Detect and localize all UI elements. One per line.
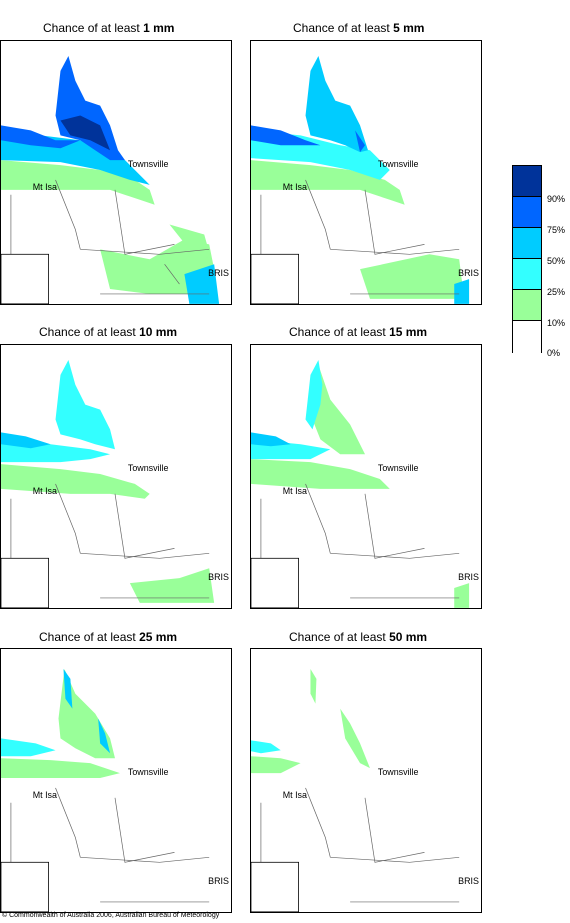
panel-title-10mm: Chance of at least 10 mm bbox=[39, 325, 178, 339]
map-25mm-svg: Townsville Mt Isa BRIS bbox=[1, 668, 229, 912]
label-townsville: Townsville bbox=[128, 767, 169, 777]
legend-swatch-25 bbox=[513, 259, 541, 290]
map-1mm: Townsville Mt Isa BRIS bbox=[0, 40, 232, 305]
map-50mm: Townsville Mt Isa BRIS bbox=[250, 648, 482, 913]
label-townsville: Townsville bbox=[128, 463, 169, 473]
legend-label-10: 10% bbox=[547, 318, 566, 328]
panel-title-25mm: Chance of at least 25 mm bbox=[39, 630, 178, 644]
label-bris: BRIS bbox=[208, 572, 229, 582]
legend-swatch-75 bbox=[513, 197, 541, 228]
legend-swatch-10 bbox=[513, 290, 541, 321]
label-townsville: Townsville bbox=[378, 463, 419, 473]
legend-swatch-50 bbox=[513, 228, 541, 259]
panel-title-5mm: Chance of at least 5 mm bbox=[293, 21, 425, 35]
map-15mm-svg: Townsville Mt Isa BRIS bbox=[251, 360, 479, 608]
map-10mm: Townsville Mt Isa BRIS bbox=[0, 344, 232, 609]
legend-label-0: 0% bbox=[547, 348, 561, 358]
label-mt-isa: Mt Isa bbox=[33, 790, 57, 800]
legend-swatch-90 bbox=[513, 166, 541, 197]
label-bris: BRIS bbox=[458, 268, 479, 278]
label-mt-isa: Mt Isa bbox=[33, 486, 57, 496]
legend-label-25: 25% bbox=[547, 287, 566, 297]
panel-title-15mm: Chance of at least 15 mm bbox=[289, 325, 428, 339]
map-5mm-svg: Townsville Mt Isa BRIS bbox=[251, 56, 479, 304]
map-50mm-svg: Townsville Mt Isa BRIS bbox=[251, 668, 479, 912]
legend-label-90: 90% bbox=[547, 194, 566, 204]
label-mt-isa: Mt Isa bbox=[283, 486, 307, 496]
map-15mm: Townsville Mt Isa BRIS bbox=[250, 344, 482, 609]
map-25mm: Townsville Mt Isa BRIS bbox=[0, 648, 232, 913]
map-10mm-svg: Townsville Mt Isa BRIS bbox=[1, 360, 229, 608]
legend-swatch-0 bbox=[513, 321, 541, 354]
label-mt-isa: Mt Isa bbox=[283, 182, 307, 192]
panel-title-1mm: Chance of at least 1 mm bbox=[43, 21, 175, 35]
label-mt-isa: Mt Isa bbox=[33, 182, 57, 192]
legend-label-50: 50% bbox=[547, 256, 566, 266]
copyright-notice: © Commonwealth of Australia 2006, Austra… bbox=[2, 912, 220, 919]
label-townsville: Townsville bbox=[128, 159, 169, 169]
label-bris: BRIS bbox=[208, 268, 229, 278]
label-townsville: Townsville bbox=[378, 767, 419, 777]
legend-colorbar bbox=[512, 165, 542, 354]
panel-title-50mm: Chance of at least 50 mm bbox=[289, 630, 428, 644]
map-1mm-svg: Townsville Mt Isa BRIS bbox=[1, 56, 229, 304]
label-bris: BRIS bbox=[208, 876, 229, 886]
legend-label-75: 75% bbox=[547, 225, 566, 235]
label-mt-isa: Mt Isa bbox=[283, 790, 307, 800]
label-bris: BRIS bbox=[458, 876, 479, 886]
map-5mm: Townsville Mt Isa BRIS bbox=[250, 40, 482, 305]
label-bris: BRIS bbox=[458, 572, 479, 582]
label-townsville: Townsville bbox=[378, 159, 419, 169]
